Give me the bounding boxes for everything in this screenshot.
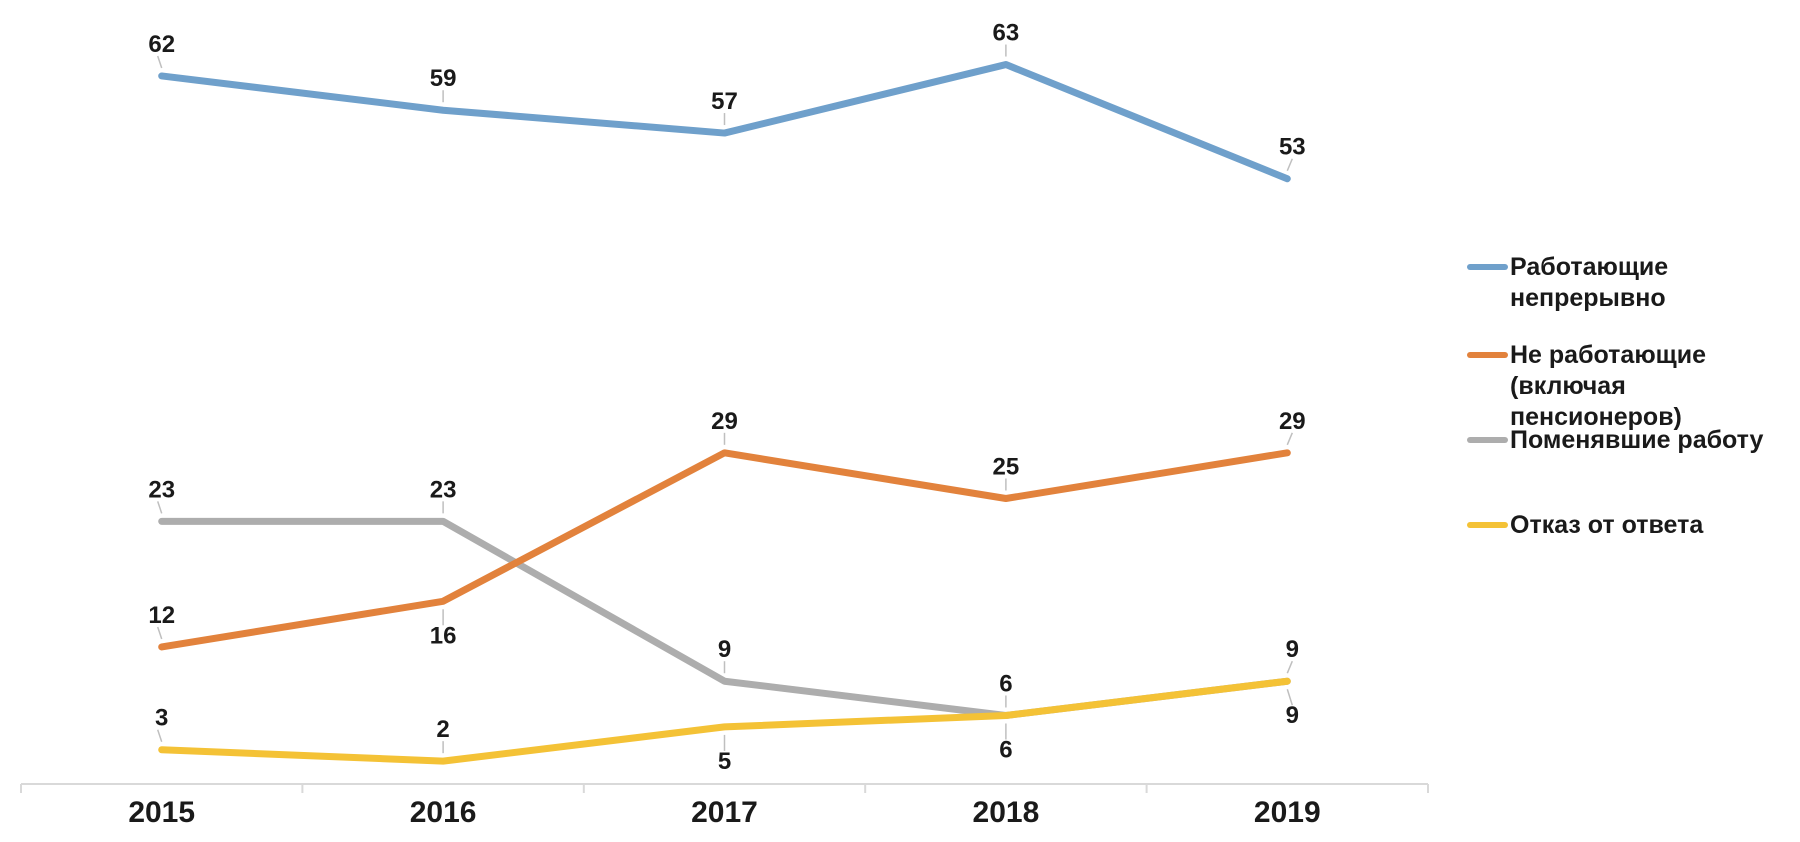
data-label-working-continuously-2016: 59 [430,65,457,92]
data-label-working-continuously-2018: 63 [993,20,1020,47]
data-label-not-working-incl-pensioners-2016: 16 [430,622,457,649]
x-axis-label-2019: 2019 [1254,796,1321,829]
legend-marker-refused-to-answer [1467,522,1508,528]
legend-label-refused-to-answer: Отказ от ответа [1510,510,1703,541]
data-label-changed-jobs-2015: 23 [148,476,175,503]
data-label-not-working-incl-pensioners-2017: 29 [711,408,738,435]
data-label-working-continuously-2019: 53 [1279,134,1306,161]
legend-marker-working-continuously [1467,264,1508,270]
legend-label-not-working-incl-pensioners: Не работающие (включая пенсионеров) [1510,340,1706,433]
legend-item-working-continuously: Работающие непрерывно [1467,252,1668,314]
data-label-not-working-incl-pensioners-2015: 12 [148,602,175,629]
legend-item-not-working-incl-pensioners: Не работающие (включая пенсионеров) [1467,340,1706,433]
data-label-refused-to-answer-2019: 9 [1286,702,1299,729]
leader-line-working-continuously-2015 [156,55,163,69]
leader-line-not-working-incl-pensioners-2019 [1286,432,1293,446]
legend-label-line: пенсионеров) [1510,403,1682,431]
legend-label-line: непрерывно [1510,284,1666,312]
data-label-changed-jobs-2018: 6 [999,670,1012,697]
legend-label-line: (включая [1510,372,1626,400]
x-axis-label-2017: 2017 [691,796,758,829]
data-label-refused-to-answer-2017: 5 [718,748,731,775]
legend-marker-changed-jobs [1467,437,1508,443]
leader-line-working-continuously-2019 [1286,158,1293,172]
legend-label-line: Работающие [1510,253,1669,281]
data-label-not-working-incl-pensioners-2018: 25 [993,454,1020,481]
leader-line-not-working-incl-pensioners-2015 [156,626,163,640]
legend-label-line: Отказ от ответа [1510,511,1704,539]
legend-label-changed-jobs: Поменявшие работу [1510,425,1763,456]
data-label-changed-jobs-2017: 9 [718,636,731,663]
legend-marker-not-working-incl-pensioners [1467,352,1508,358]
legend-label-line: Не работающие [1510,341,1707,369]
series-line-refused-to-answer [158,677,1291,765]
leader-line-refused-to-answer-2015 [156,729,163,742]
leader-line-refused-to-answer-2019 [1286,688,1294,706]
legend-item-refused-to-answer: Отказ от ответа [1467,510,1703,541]
series-line-not-working-incl-pensioners [158,449,1291,651]
legend-item-changed-jobs: Поменявшие работу [1467,425,1763,456]
leader-line-changed-jobs-2015 [156,501,163,514]
legend-label-working-continuously: Работающие непрерывно [1510,252,1668,314]
series-line-working-continuously [158,61,1291,183]
data-label-changed-jobs-2019: 9 [1286,636,1299,663]
x-axis-label-2015: 2015 [128,796,195,829]
data-label-working-continuously-2015: 62 [148,31,175,58]
data-label-not-working-incl-pensioners-2019: 29 [1279,408,1306,435]
data-label-refused-to-answer-2016: 2 [436,716,449,743]
leader-line-changed-jobs-2019 [1286,660,1293,674]
data-label-refused-to-answer-2018: 6 [999,736,1012,763]
data-label-working-continuously-2017: 57 [711,88,738,115]
data-label-changed-jobs-2016: 23 [430,476,457,503]
data-label-refused-to-answer-2015: 3 [155,705,168,732]
x-axis-label-2018: 2018 [973,796,1040,829]
x-axis-label-2016: 2016 [410,796,477,829]
legend-label-line: Поменявшие работу [1510,426,1764,454]
